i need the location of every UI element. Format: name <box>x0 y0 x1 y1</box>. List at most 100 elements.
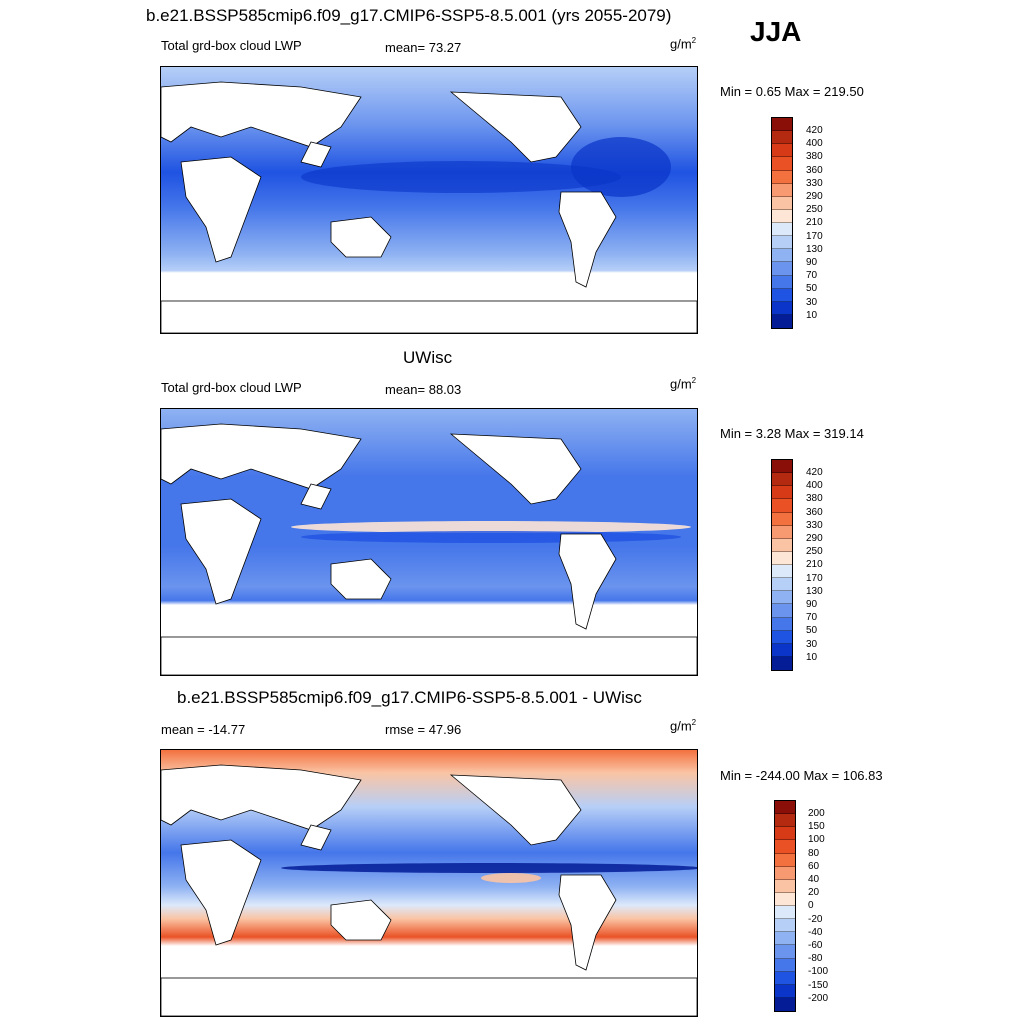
colorbar-swatch <box>772 288 792 302</box>
colorbar-swatch <box>772 617 792 631</box>
colorbar-tick-label: -20 <box>808 913 823 925</box>
atlantic-low <box>571 137 671 197</box>
colorbar-tick-label: 290 <box>806 191 823 202</box>
eurasia <box>161 764 362 831</box>
colorbar-tick-label: 210 <box>806 559 823 571</box>
australia <box>330 216 392 258</box>
colorbar-tick-label: 400 <box>806 138 823 150</box>
panel1-colorbar <box>771 117 793 329</box>
colorbar-tick-label: 80 <box>808 847 820 859</box>
colorbar-tick-label: -40 <box>808 926 823 938</box>
colorbar-tick-label: 50 <box>806 283 818 295</box>
north-america <box>449 774 582 846</box>
colorbar-swatch <box>772 630 792 644</box>
colorbar-swatch <box>772 525 792 539</box>
panel2-title: UWisc <box>403 348 453 367</box>
colorbar-swatch <box>775 827 795 841</box>
colorbar-swatch <box>772 236 792 250</box>
colorbar-swatch <box>772 656 792 670</box>
colorbar-tick-label: -100 <box>808 966 829 978</box>
continents <box>161 764 697 1016</box>
colorbar-tick-label: 100 <box>808 834 825 846</box>
colorbar-swatch <box>772 460 792 474</box>
south-america <box>558 874 617 971</box>
panel3-colorbar <box>774 800 796 1012</box>
colorbar-swatch <box>775 958 795 972</box>
colorbar-tick-label: -150 <box>808 979 829 991</box>
colorbar-swatch <box>772 473 792 487</box>
panel1-map <box>160 66 698 334</box>
panel1-map-svg <box>161 67 697 333</box>
itcz-band <box>301 161 621 193</box>
colorbar-swatch <box>772 170 792 184</box>
colorbar-swatch <box>772 157 792 171</box>
colorbar-tick-label: 130 <box>806 243 823 255</box>
colorbar-swatch <box>772 604 792 618</box>
colorbar-tick-label: 400 <box>806 480 823 492</box>
panel1-variable-label: Total grd-box cloud LWP <box>161 38 302 53</box>
colorbar-swatch <box>775 879 795 893</box>
colorbar-swatch <box>772 183 792 197</box>
panel1-minmax: Min = 0.65 Max = 219.50 <box>720 84 864 99</box>
colorbar-swatch <box>775 984 795 998</box>
colorbar-swatch <box>775 997 795 1011</box>
south-america <box>558 191 617 288</box>
colorbar-swatch <box>775 919 795 933</box>
africa <box>180 156 262 263</box>
panel2-map <box>160 408 698 676</box>
panel1-units: g/m2 <box>670 36 697 52</box>
colorbar-tick-label: 30 <box>806 638 818 650</box>
colorbar-swatch <box>772 486 792 500</box>
north-america <box>449 91 582 163</box>
colorbar-swatch <box>772 118 792 132</box>
colorbar-swatch <box>772 144 792 158</box>
antarctica <box>161 300 697 333</box>
colorbar-tick-label: 0 <box>808 900 814 912</box>
antarctica <box>161 636 697 675</box>
colorbar-swatch <box>772 262 792 276</box>
colorbar-tick-label: 330 <box>806 519 823 531</box>
india <box>300 824 332 851</box>
colorbar-swatch <box>772 643 792 657</box>
colorbar-swatch <box>772 591 792 605</box>
colorbar-tick-label: 30 <box>806 296 818 308</box>
panel2-colorbar <box>771 459 793 671</box>
africa <box>180 839 262 946</box>
colorbar-tick-label: 20 <box>808 887 820 899</box>
colorbar-swatch <box>772 223 792 237</box>
colorbar-swatch <box>775 932 795 946</box>
colorbar-tick-label: 210 <box>806 217 823 229</box>
colorbar-swatch <box>772 196 792 210</box>
colorbar-swatch <box>772 512 792 526</box>
colorbar-swatch <box>772 565 792 579</box>
colorbar-swatch <box>775 814 795 828</box>
colorbar-swatch <box>772 578 792 592</box>
africa <box>180 498 262 605</box>
colorbar-tick-label: 90 <box>806 599 818 610</box>
colorbar-tick-label: 420 <box>806 467 823 478</box>
colorbar-tick-label: 380 <box>806 151 823 163</box>
panel2-mean-label: mean= 88.03 <box>385 382 462 397</box>
colorbar-tick-label: 10 <box>806 309 818 321</box>
colorbar-swatch <box>772 314 792 328</box>
colorbar-swatch <box>775 801 795 815</box>
colorbar-swatch <box>772 551 792 565</box>
colorbar-tick-label: 200 <box>808 808 825 819</box>
panel2-map-svg <box>161 409 697 675</box>
australia <box>330 899 392 941</box>
eurasia <box>161 423 362 490</box>
colorbar-tick-label: 360 <box>806 164 823 176</box>
itcz-positive <box>481 873 541 883</box>
colorbar-tick-label: 10 <box>806 651 818 663</box>
eurasia <box>161 81 362 148</box>
panel3-rmse-label: rmse = 47.96 <box>385 722 462 737</box>
south-america <box>558 533 617 630</box>
colorbar-swatch <box>772 249 792 263</box>
colorbar-swatch <box>775 892 795 906</box>
colorbar-tick-label: 70 <box>806 270 818 282</box>
panel3-title: b.e21.BSSP585cmip6.f09_g17.CMIP6-SSP5-8.… <box>177 688 642 707</box>
colorbar-tick-label: 60 <box>808 860 820 872</box>
colorbar-swatch <box>775 840 795 854</box>
panel2-units: g/m2 <box>670 376 697 392</box>
panel3-minmax: Min = -244.00 Max = 106.83 <box>720 768 883 783</box>
